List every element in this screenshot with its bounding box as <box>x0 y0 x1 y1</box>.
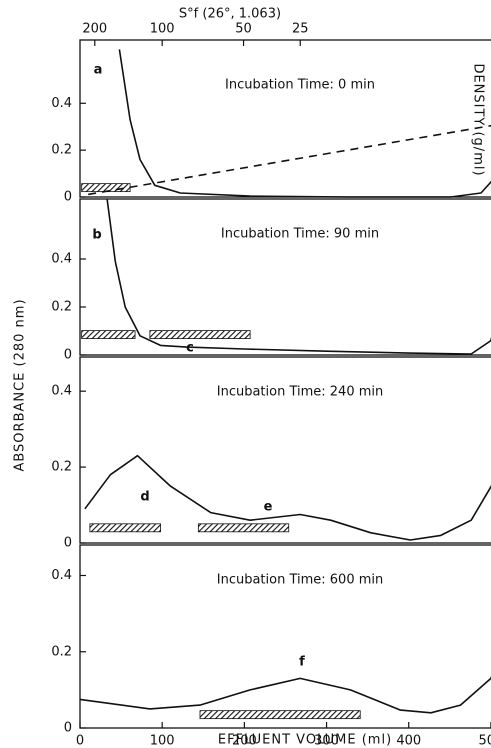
peak-label: e <box>264 500 273 515</box>
panel-title: Incubation Time: 600 min <box>217 573 384 588</box>
y-tick-label: 0.2 <box>51 143 72 158</box>
panel-frame <box>79 39 491 198</box>
x2-tick-label: 200 <box>82 22 107 37</box>
panel-title: Incubation Time: 90 min <box>221 227 379 242</box>
y2-axis-label: DENSITY (g/ml) <box>471 63 486 176</box>
fraction-bar <box>81 183 131 193</box>
peak-label: f <box>299 655 305 670</box>
x-tick-label: 0 <box>76 734 84 748</box>
x-axis-label: EFFLUENT VOLUME (ml) <box>218 733 392 748</box>
absorbance-curve <box>79 675 491 714</box>
y-tick-label: 0 <box>64 190 72 205</box>
absorbance-curve <box>118 49 491 198</box>
y-tick-label: 0.2 <box>51 300 72 315</box>
x-tick-label: 300 <box>314 734 339 748</box>
y-tick-label: 0.2 <box>51 644 72 659</box>
x2-axis-label: S°f (26°, 1.063) <box>179 7 281 22</box>
density-line <box>88 124 491 196</box>
x-tick-label: 500 <box>478 734 491 748</box>
fraction-bar <box>197 523 290 533</box>
peak-label: c <box>186 341 194 356</box>
panel-title: Incubation Time: 240 min <box>217 385 384 400</box>
y-tick-label: 0.4 <box>51 252 72 267</box>
y-tick-label: 0 <box>64 348 72 363</box>
x2-tick-label: 25 <box>292 22 309 37</box>
peak-label: b <box>92 228 101 243</box>
panel-title: Incubation Time: 0 min <box>225 78 375 93</box>
peak-label: a <box>94 63 103 78</box>
y-tick-label: 0.2 <box>51 460 72 475</box>
panel-frame <box>79 544 491 729</box>
y-tick-label: 0 <box>64 721 72 736</box>
x-tick-label: 100 <box>150 734 175 748</box>
y-tick-label: 0.4 <box>51 568 72 583</box>
x-tick-label: 200 <box>232 734 257 748</box>
fraction-bar <box>89 523 161 533</box>
x2-tick-label: 100 <box>150 22 175 37</box>
y-tick-label: 0.4 <box>51 96 72 111</box>
y-tick-label: 0 <box>64 536 72 551</box>
fraction-bar <box>199 710 361 720</box>
y-axis-label: ABSORBANCE (280 nm) <box>13 298 28 471</box>
fraction-bar <box>81 330 136 340</box>
y-tick-label: 0.4 <box>51 384 72 399</box>
x-tick-label: 400 <box>396 734 421 748</box>
peak-label: d <box>140 490 149 505</box>
panel-frame <box>79 198 491 356</box>
panel-frame <box>79 356 491 544</box>
x2-tick-label: 50 <box>235 22 252 37</box>
fraction-bar <box>149 330 251 340</box>
absorbance-curve <box>84 454 491 541</box>
